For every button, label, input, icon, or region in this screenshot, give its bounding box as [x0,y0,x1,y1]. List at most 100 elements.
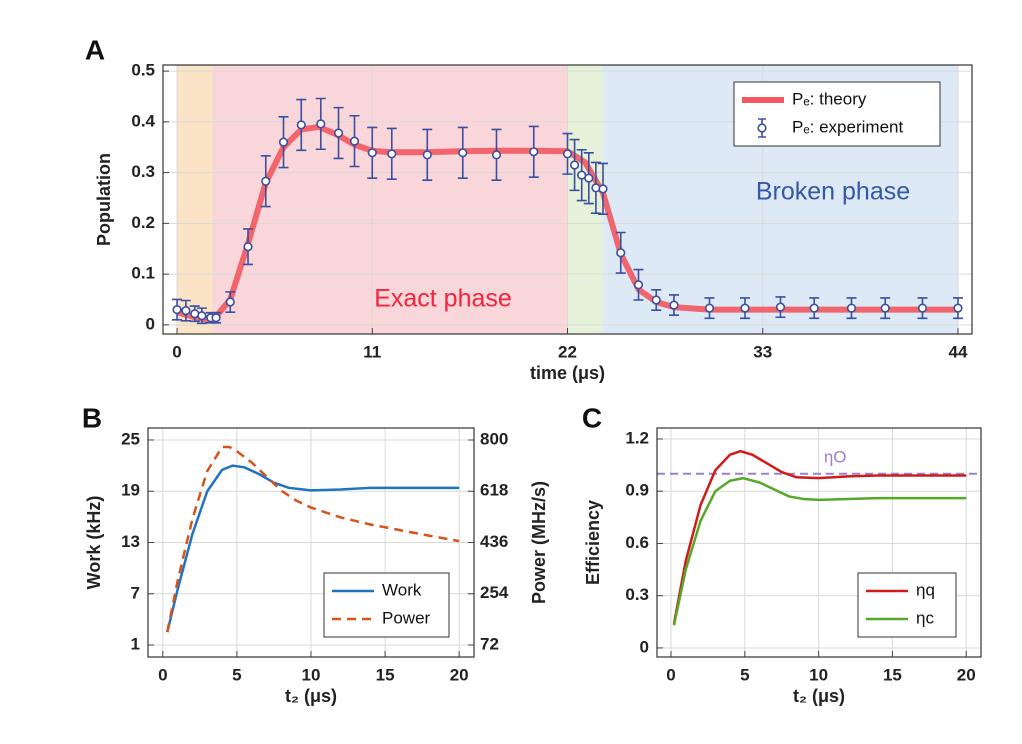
data-point [243,242,253,252]
y2-tick-label: 254 [480,583,509,602]
legend-label: Pₑ: experiment [792,117,903,136]
phase-region [212,65,568,334]
data-point [181,306,191,316]
series-line [166,464,460,633]
panel-label: A [85,34,105,65]
error-point [196,307,207,325]
y-axis-label: Work (kHz) [84,496,104,590]
data-point [651,295,661,305]
y-axis-label: Population [94,153,114,246]
error-point [633,268,644,301]
error-point [491,128,502,182]
data-point [172,305,182,315]
error-point [422,128,433,182]
error-point [615,231,626,274]
error-point [225,291,236,313]
data-point [529,147,539,157]
y2-tick-label: 800 [480,429,508,448]
error-point [846,297,857,320]
data-point [598,184,608,194]
data-point [953,303,963,313]
data-point [809,303,819,313]
data-point [669,300,679,310]
error-point [349,114,360,168]
data-point [422,150,432,160]
x-tick-label: 33 [753,342,772,361]
reference-label: ηO [824,447,847,466]
data-point [633,280,644,290]
error-point [583,152,594,205]
x-tick-label: 0 [666,665,675,684]
x-tick-label: 0 [172,342,181,361]
y-tick-label: 0.5 [131,61,155,80]
panel-label: B [82,402,102,433]
x-tick-label: 20 [957,665,976,684]
error-point [880,297,891,320]
x-tick-label: 5 [232,665,241,684]
y-tick-label: 1 [131,635,140,654]
x-tick-label: 20 [450,665,469,684]
y2-tick-label: 72 [480,634,499,653]
data-point [349,136,360,146]
y2-tick-label: 436 [480,532,508,551]
y-tick-label: 0.6 [625,533,649,552]
legend-swatch [757,123,767,133]
y-tick-label: 0.9 [625,481,649,500]
error-point [243,228,254,266]
legend-label: ηc [916,608,934,627]
data-point [775,302,786,312]
legend-label: Power [382,608,431,627]
series-line [176,123,958,324]
y-tick-label: 7 [131,583,140,602]
x-tick-label: 11 [363,342,381,361]
legend-box [733,81,941,147]
data-point [197,311,207,321]
phase-region [567,65,603,334]
y-tick-label: 0.3 [625,585,649,604]
error-point [172,298,183,321]
x-tick-label: 10 [809,665,828,684]
y-tick-label: 0.4 [131,111,155,130]
error-point [296,98,307,152]
error-point [386,127,397,180]
data-point [917,303,928,313]
error-point [457,126,468,179]
data-point [569,160,580,170]
y-tick-label: 25 [121,429,140,448]
plot-frame [162,64,973,335]
y-axis-label: Efficiency [583,500,603,585]
error-point [333,106,344,160]
error-point [917,297,928,320]
legend-label: Work [382,580,422,599]
error-point [315,97,326,151]
error-point [278,115,289,169]
data-point [261,176,271,186]
data-point [367,148,377,158]
legend-box [857,572,957,638]
annotation: Broken phase [756,178,910,206]
data-point [333,128,344,138]
x-tick-label: 15 [376,665,395,684]
data-point [296,120,306,130]
error-point [952,297,963,320]
x-tick-label: 10 [302,665,321,684]
y-tick-label: 13 [121,532,140,551]
series-line [672,476,967,626]
data-point [458,148,468,158]
error-point [668,294,679,317]
x-tick-label: 5 [740,665,749,684]
error-point [704,297,715,320]
annotation: Exact phase [374,285,512,313]
data-point [211,313,221,323]
y2-axis-label: Power (MHz/s) [529,481,549,604]
error-point [367,126,378,179]
phase-region [177,65,213,334]
data-point [225,297,235,307]
y-tick-label: 0.3 [131,162,155,181]
error-point [562,132,573,175]
plot-frame [656,427,982,658]
y-tick-label: 1.2 [625,428,649,447]
legend-label: Pₑ: theory [792,89,867,108]
y-tick-label: 0 [640,637,649,656]
